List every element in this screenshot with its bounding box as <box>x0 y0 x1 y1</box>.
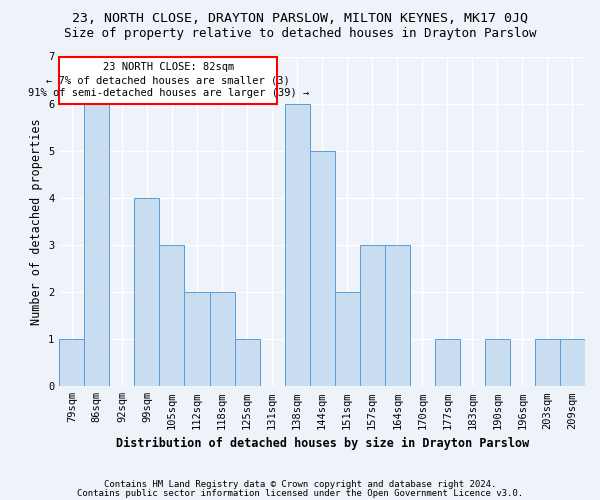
Text: 23 NORTH CLOSE: 82sqm: 23 NORTH CLOSE: 82sqm <box>103 62 234 72</box>
Bar <box>235 339 260 386</box>
Bar <box>284 104 310 386</box>
Bar <box>360 245 385 386</box>
Bar <box>560 339 585 386</box>
Bar <box>335 292 360 386</box>
Bar <box>160 245 184 386</box>
Bar <box>59 56 277 104</box>
Bar <box>85 104 109 386</box>
Text: 91% of semi-detached houses are larger (39) →: 91% of semi-detached houses are larger (… <box>28 88 309 98</box>
Bar <box>184 292 209 386</box>
Text: Size of property relative to detached houses in Drayton Parslow: Size of property relative to detached ho… <box>64 28 536 40</box>
Bar <box>310 150 335 386</box>
Y-axis label: Number of detached properties: Number of detached properties <box>29 118 43 324</box>
Bar <box>485 339 510 386</box>
Text: Contains public sector information licensed under the Open Government Licence v3: Contains public sector information licen… <box>77 490 523 498</box>
X-axis label: Distribution of detached houses by size in Drayton Parslow: Distribution of detached houses by size … <box>116 437 529 450</box>
Bar <box>385 245 410 386</box>
Text: Contains HM Land Registry data © Crown copyright and database right 2024.: Contains HM Land Registry data © Crown c… <box>104 480 496 489</box>
Bar <box>435 339 460 386</box>
Bar <box>59 339 85 386</box>
Text: 23, NORTH CLOSE, DRAYTON PARSLOW, MILTON KEYNES, MK17 0JQ: 23, NORTH CLOSE, DRAYTON PARSLOW, MILTON… <box>72 12 528 26</box>
Text: ← 7% of detached houses are smaller (3): ← 7% of detached houses are smaller (3) <box>46 75 290 85</box>
Bar <box>535 339 560 386</box>
Bar <box>134 198 160 386</box>
Bar <box>209 292 235 386</box>
